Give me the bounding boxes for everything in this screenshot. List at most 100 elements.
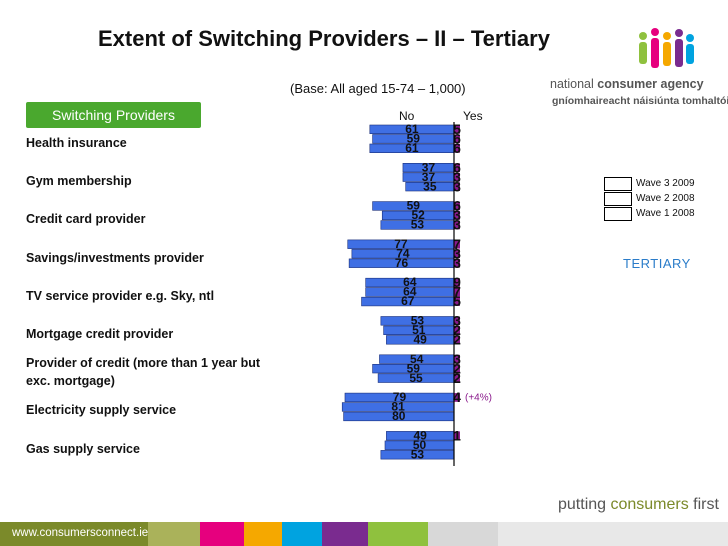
legend-swatch-wave1 — [604, 207, 632, 221]
legend-swatch-wave3 — [604, 177, 632, 191]
value-yes-0-0: 5 — [453, 121, 461, 137]
value-yes-8-0: 1 — [453, 427, 461, 443]
value-yes-1-0: 6 — [453, 159, 461, 175]
consumer-agency-logo-icon — [639, 28, 694, 68]
bar-yes-1-0 — [454, 163, 460, 172]
bar-yes-6-1 — [454, 364, 460, 373]
value-no-5-1: 51 — [412, 323, 426, 337]
value-no-0-1: 59 — [407, 132, 421, 146]
value-no-5-0: 53 — [411, 314, 425, 328]
value-yes-5-2: 2 — [453, 332, 461, 348]
column-header-no: No — [399, 109, 415, 123]
category-label-credit-card: Credit card provider — [26, 212, 146, 226]
category-label-health-insurance: Health insurance — [26, 136, 127, 150]
bar-yes-8-0 — [454, 431, 460, 441]
value-no-0-2: 61 — [405, 141, 419, 155]
value-yes-6-1: 2 — [453, 360, 461, 376]
logo-name: national consumer agency — [550, 77, 704, 91]
bar-yes-2-1 — [454, 211, 460, 220]
bar-yes-3-2 — [454, 258, 460, 268]
annotation-7: (+4%) — [465, 393, 492, 404]
value-yes-1-2: 3 — [453, 178, 461, 194]
category-label-savings: Savings/investments provider — [26, 251, 204, 265]
value-no-6-1: 59 — [407, 361, 421, 375]
value-yes-4-0: 9 — [453, 274, 461, 290]
category-label-electricity: Electricity supply service — [26, 403, 177, 417]
bar-yes-0-2 — [454, 144, 460, 153]
value-no-0-0: 61 — [405, 122, 419, 136]
value-no-7-0: 79 — [393, 390, 407, 404]
bar-yes-5-1 — [454, 326, 460, 335]
value-yes-3-2: 3 — [453, 255, 461, 271]
value-yes-2-1: 3 — [453, 207, 461, 223]
bar-yes-3-1 — [454, 249, 460, 259]
column-header-yes: Yes — [463, 109, 483, 123]
category-label-gym-membership: Gym membership — [26, 174, 132, 188]
bar-yes-0-0 — [454, 125, 460, 134]
value-no-4-0: 64 — [403, 275, 417, 289]
base-note: (Base: All aged 15-74 – 1,000) — [290, 81, 466, 96]
value-no-8-0: 49 — [414, 428, 428, 442]
bar-yes-4-1 — [454, 287, 460, 297]
legend-label-wave3: Wave 3 2009 — [636, 178, 695, 189]
value-no-1-2: 35 — [423, 179, 437, 193]
page-title: Extent of Switching Providers – II – Ter… — [98, 26, 550, 51]
value-no-4-1: 64 — [403, 285, 417, 299]
value-yes-3-0: 7 — [453, 236, 461, 252]
value-no-6-2: 55 — [409, 371, 423, 385]
legend-label-wave1: Wave 1 2008 — [636, 208, 695, 219]
category-label-provider-of-credit: Provider of credit (more than 1 year but… — [26, 356, 261, 388]
tagline: putting consumers first — [558, 496, 719, 513]
value-no-8-1: 50 — [413, 438, 427, 452]
value-no-7-1: 81 — [391, 400, 405, 414]
bar-yes-6-0 — [454, 354, 460, 364]
logo-irish-name: gníomhaireacht náisiúnta tomhaltóirí — [552, 95, 728, 107]
bar-yes-3-0 — [454, 239, 460, 249]
value-yes-0-1: 6 — [453, 131, 461, 147]
bar-yes-6-2 — [454, 373, 460, 383]
value-no-4-2: 67 — [401, 294, 415, 308]
value-yes-3-1: 3 — [453, 245, 461, 261]
category-label-gas: Gas supply service — [26, 442, 140, 456]
bar-yes-4-2 — [454, 297, 460, 306]
bar-yes-7-0 — [454, 393, 460, 402]
value-yes-6-2: 2 — [453, 370, 461, 386]
value-no-2-2: 53 — [411, 218, 425, 232]
bar-yes-1-2 — [454, 182, 460, 191]
value-no-2-0: 59 — [407, 199, 421, 213]
value-yes-6-0: 3 — [453, 351, 461, 367]
value-yes-7-0: 4 — [453, 389, 461, 405]
value-yes-2-0: 6 — [453, 198, 461, 214]
legend-swatch-wave2 — [604, 192, 632, 206]
category-label-tv-service: TV service provider e.g. Sky, ntl — [26, 289, 215, 303]
switching-providers-badge: Switching Providers — [26, 102, 201, 128]
value-no-2-1: 52 — [411, 208, 425, 222]
bar-yes-5-0 — [454, 316, 460, 326]
legend-label-wave2: Wave 2 2008 — [636, 193, 695, 204]
tertiary-label: TERTIARY — [623, 256, 691, 271]
value-no-8-2: 53 — [411, 447, 425, 461]
value-no-3-0: 77 — [394, 237, 408, 251]
value-yes-5-1: 2 — [453, 322, 461, 338]
value-no-5-2: 49 — [414, 333, 428, 347]
value-yes-2-2: 3 — [453, 217, 461, 233]
value-no-1-1: 37 — [422, 170, 436, 184]
footer-url: www.consumersconnect.ie — [12, 527, 149, 539]
value-yes-0-2: 6 — [453, 140, 461, 156]
value-yes-4-2: 5 — [453, 293, 461, 309]
value-no-3-1: 74 — [396, 246, 410, 260]
value-no-3-2: 76 — [395, 256, 409, 270]
bar-yes-2-0 — [454, 201, 460, 211]
value-no-1-0: 37 — [422, 160, 436, 174]
value-yes-4-1: 7 — [453, 284, 461, 300]
footer-bar — [0, 522, 728, 546]
value-no-7-2: 80 — [392, 409, 406, 423]
bar-yes-5-2 — [454, 335, 460, 345]
value-yes-5-0: 3 — [453, 313, 461, 329]
value-yes-1-1: 3 — [453, 169, 461, 185]
value-no-6-0: 54 — [410, 352, 424, 366]
category-label-mortgage: Mortgage credit provider — [26, 327, 174, 341]
bar-yes-2-2 — [454, 220, 460, 230]
bar-yes-1-1 — [454, 172, 460, 182]
